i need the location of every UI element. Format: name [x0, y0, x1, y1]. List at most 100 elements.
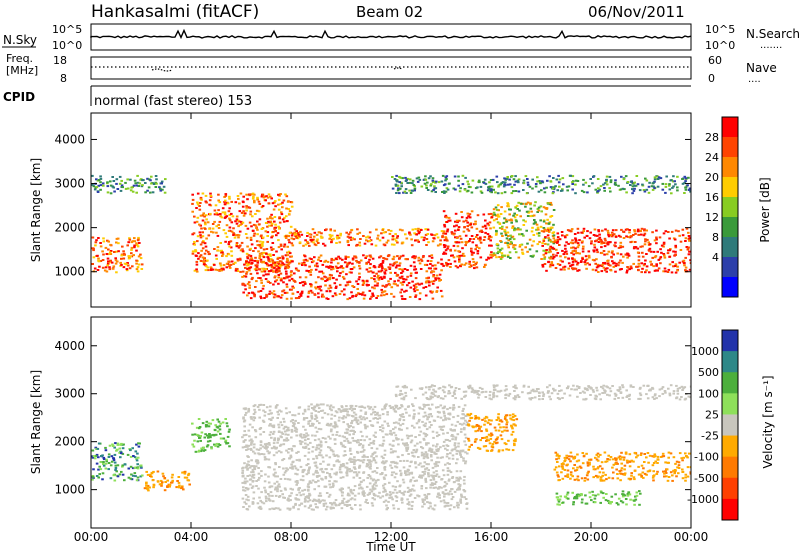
scatter-cell-3 [306, 443, 310, 446]
scatter-cell-1 [120, 179, 123, 182]
scatter-cell-3 [290, 447, 293, 450]
scatter-cell-3 [246, 267, 249, 270]
scatter-cell-4 [308, 244, 311, 247]
scatter-cell-2 [195, 220, 199, 223]
scatter-cell-3 [382, 294, 386, 297]
scatter-cell-7 [558, 263, 562, 266]
scatter-cell-6 [502, 221, 506, 224]
scatter-cell-3 [394, 283, 397, 286]
scatter-cell-3 [317, 276, 320, 279]
scatter-cell-2 [266, 231, 270, 234]
scatter-cell-8 [459, 187, 462, 190]
scatter-cell-7 [630, 235, 633, 238]
scatter-cell-3 [448, 478, 451, 481]
scatter-cell-3 [241, 497, 245, 500]
scatter-cell-0 [137, 255, 141, 258]
scatter-cell-3 [346, 423, 349, 426]
scatter-cell-3 [350, 508, 354, 510]
scatter-cell-3 [318, 444, 321, 447]
scatter-cell-6 [503, 254, 506, 257]
scatter-cell-2 [252, 250, 255, 252]
scatter-cell-5 [474, 223, 477, 225]
scatter-cell-2 [229, 240, 233, 243]
scatter-cell-0 [135, 242, 138, 245]
scatter-cell-2 [201, 192, 205, 195]
scatter-cell-3 [341, 417, 344, 419]
scatter-cell-3 [452, 416, 455, 419]
scatter-cell-0 [140, 268, 144, 270]
scatter-cell-2 [206, 440, 210, 443]
scatter-cell-4 [339, 234, 342, 237]
scatter-cell-8 [432, 189, 435, 191]
scatter-cell-3 [326, 505, 329, 508]
scatter-cell-2 [269, 195, 272, 198]
scatter-cell-3 [402, 459, 406, 462]
scatter-cell-3 [285, 429, 289, 432]
scatter-cell-3 [246, 282, 250, 285]
scatter-cell-3 [442, 474, 446, 477]
scatter-cell-3 [375, 471, 379, 474]
scatter-cell-3 [332, 425, 335, 428]
scatter-cell-3 [394, 465, 397, 468]
scatter-cell-7 [657, 258, 661, 261]
scatter-cell-2 [228, 245, 231, 248]
scatter-cell-2 [289, 225, 293, 228]
scatter-cell-3 [341, 435, 345, 438]
scatter-cell-0 [104, 266, 108, 269]
scatter-cell-3 [314, 414, 318, 417]
scatter-cell-4 [320, 232, 323, 235]
scatter-cell-2 [235, 218, 239, 221]
scatter-cell-1 [159, 187, 162, 190]
scatter-cell-3 [363, 294, 367, 297]
scatter-cell-8 [487, 187, 491, 190]
scatter-cell-3 [368, 438, 372, 441]
scatter-cell-0 [102, 463, 105, 465]
scatter-cell-3 [295, 498, 299, 501]
scatter-cell-3 [348, 433, 351, 436]
power-ylabel: Slant Range [km] [29, 158, 43, 262]
scatter-cell-6 [516, 208, 519, 210]
scatter-cell-3 [354, 459, 357, 462]
scatter-cell-6 [535, 228, 538, 231]
scatter-cell-3 [303, 436, 307, 439]
scatter-cell-3 [270, 436, 273, 439]
scatter-cell-3 [327, 287, 330, 290]
scatter-cell-7 [619, 259, 622, 262]
scatter-cell-7 [588, 263, 591, 266]
scatter-cell-7 [688, 237, 691, 240]
scatter-cell-8 [514, 180, 518, 183]
scatter-cell-1 [131, 190, 135, 193]
scatter-cell-2 [284, 267, 287, 270]
scatter-cell-2 [286, 245, 289, 248]
scatter-cell-3 [374, 461, 378, 464]
scatter-cell-3 [267, 475, 270, 478]
scatter-cell-2 [249, 213, 252, 216]
scatter-cell-3 [259, 403, 263, 406]
scatter-cell-2 [266, 235, 269, 237]
scatter-cell-3 [392, 460, 395, 463]
scatter-cell-4 [408, 231, 411, 234]
scatter-cell-2 [195, 207, 198, 209]
scatter-cell-4 [366, 235, 370, 238]
scatter-cell-3 [452, 408, 455, 411]
scatter-cell-4 [358, 231, 362, 234]
scatter-cell-8 [659, 177, 663, 180]
scatter-cell-3 [304, 439, 307, 442]
scatter-cell-3 [278, 485, 281, 488]
scatter-cell-3 [296, 480, 299, 482]
scatter-cell-8 [466, 189, 470, 192]
scatter-cell-3 [332, 507, 335, 510]
scatter-cell-3 [459, 498, 462, 501]
scatter-cell-3 [246, 257, 250, 260]
scatter-cell-6 [533, 219, 536, 221]
scatter-cell-3 [291, 414, 294, 417]
scatter-cell-3 [376, 467, 379, 469]
scatter-cell-3 [323, 260, 326, 263]
scatter-cell-2 [228, 219, 232, 222]
scatter-cell-3 [397, 443, 400, 446]
scatter-cell-0 [135, 459, 139, 462]
scatter-cell-7 [581, 250, 585, 253]
scatter-cell-7 [628, 231, 631, 234]
scatter-cell-3 [302, 263, 306, 265]
scatter-cell-2 [209, 269, 213, 271]
